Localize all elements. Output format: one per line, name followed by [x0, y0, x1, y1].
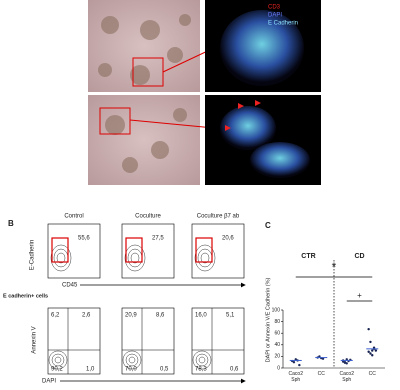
- cells: [105, 108, 187, 173]
- contour: [200, 252, 210, 264]
- arrow: [129, 119, 215, 131]
- y-tick-label: 100: [272, 307, 281, 313]
- data-point: [371, 349, 374, 352]
- legend-cd3: CD3: [268, 5, 281, 11]
- x-tick-label: Caco2 Sph: [288, 371, 303, 383]
- group-label: CD: [354, 253, 364, 260]
- contour: [192, 350, 212, 370]
- group-label: CTR: [301, 253, 315, 260]
- contour: [54, 356, 62, 364]
- data-point: [298, 363, 301, 367]
- quadrant-value: 1,0: [86, 367, 95, 373]
- annotation: +: [357, 291, 362, 300]
- x-tick-label: CC: [317, 371, 325, 377]
- flow-plot: [47, 307, 101, 375]
- flow-plot: [121, 307, 175, 375]
- contour: [48, 350, 68, 370]
- cells: [98, 14, 191, 85]
- contour: [128, 356, 136, 364]
- quadrant-value: 70,0: [125, 367, 137, 373]
- x-tick-label: CC: [368, 371, 376, 377]
- quadrant-value: 2,6: [82, 313, 91, 319]
- contour: [51, 353, 65, 367]
- contour: [50, 244, 72, 272]
- quadrant-value: 16,0: [195, 313, 207, 319]
- data-point: [371, 354, 374, 357]
- y-label: Annexin V: [32, 326, 38, 353]
- y-tick-label: 20: [274, 354, 280, 360]
- data-point: [367, 327, 370, 331]
- cd3-arrows: [225, 100, 261, 131]
- gate: [125, 237, 143, 263]
- gate-value: 20,6: [222, 236, 234, 242]
- y-label: E-Cadherin: [30, 240, 36, 270]
- data-point: [341, 360, 345, 363]
- data-point: [345, 358, 348, 361]
- contour: [56, 252, 66, 264]
- data-point: [318, 355, 321, 358]
- data-point: [345, 362, 348, 365]
- y-tick-label: 40: [274, 342, 280, 348]
- y-tick-label: 60: [274, 331, 280, 337]
- y-label: DAPI or Annexin V/E Cadherin (%): [265, 277, 271, 362]
- panel-label: B: [8, 219, 14, 228]
- panel-label: C: [265, 221, 271, 230]
- gate: [51, 237, 69, 263]
- legend-ecad: E Cadherin: [268, 21, 298, 27]
- gate-value: 27,5: [152, 236, 164, 242]
- spheroid: [220, 10, 304, 86]
- zoom-box: [99, 107, 131, 135]
- gate-value: 55,6: [78, 236, 90, 242]
- data-point: [294, 358, 297, 361]
- row-label: E cadherin+ cells: [3, 293, 48, 299]
- contour: [130, 252, 140, 264]
- annotation: *: [332, 260, 337, 274]
- data-point: [367, 350, 370, 353]
- gate: [195, 237, 213, 263]
- flow-plot: [121, 223, 175, 279]
- x-label: CD45: [62, 283, 78, 289]
- spheroid: [250, 142, 310, 178]
- spheroid: [220, 106, 276, 150]
- chart: C DAPI or Annexin V/E Cadherin (%) 0 20 40 60…: [265, 221, 385, 371]
- contour: [124, 244, 146, 272]
- flow-plot: [191, 223, 245, 279]
- column-header: Control: [64, 214, 83, 220]
- contour: [125, 353, 139, 367]
- contour: [195, 353, 209, 367]
- quadrant-value: 20,9: [125, 313, 137, 319]
- contour: [194, 244, 216, 272]
- y-tick-label: 0: [277, 365, 280, 371]
- data-point: [292, 361, 296, 364]
- flow-plots: Control 55,6 6,2 2,6 90,2 1,0 Coculture 27,5 20,…: [47, 214, 245, 375]
- flow-plot: [47, 223, 101, 279]
- quadrant-value: 5,1: [226, 313, 235, 319]
- quadrant-value: 6,2: [51, 313, 60, 319]
- data-point: [369, 340, 372, 344]
- quadrant-value: 0,5: [160, 367, 169, 373]
- data-point: [374, 349, 378, 352]
- legend-dapi: DAPI: [268, 13, 282, 19]
- column-header: Coculture: [135, 214, 161, 220]
- quadrant-value: 78,3: [195, 367, 207, 373]
- flow-plot: [191, 307, 245, 375]
- data-point: [321, 357, 325, 360]
- x-tick-label: Caco2 Sph: [339, 371, 354, 383]
- quadrant-value: 90,2: [51, 367, 63, 373]
- data-point: [343, 361, 347, 364]
- data-point: [369, 352, 372, 355]
- contour: [198, 356, 206, 364]
- quadrant-value: 0,6: [230, 367, 239, 373]
- x-label: DAPI: [42, 379, 56, 385]
- column-header: Coculture β7 ab: [197, 214, 240, 220]
- y-tick-label: 80: [274, 319, 280, 325]
- contour: [122, 350, 142, 370]
- quadrant-value: 8,6: [156, 313, 165, 319]
